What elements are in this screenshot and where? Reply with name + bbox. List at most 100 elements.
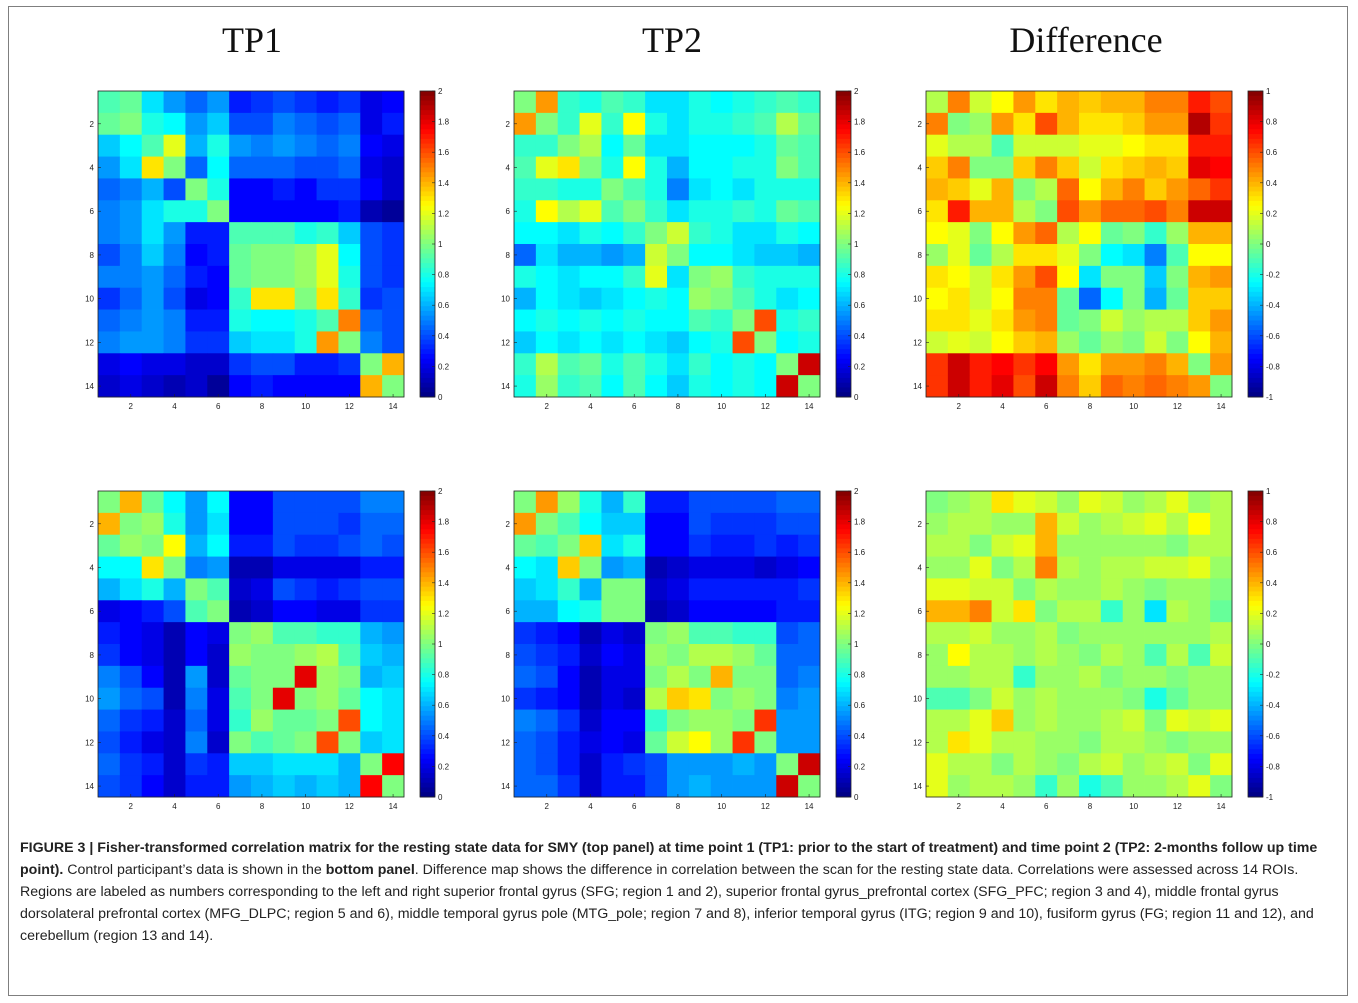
heatmap-cell	[251, 512, 274, 536]
heatmap-cell	[667, 112, 690, 136]
colorbar-segment	[836, 510, 851, 516]
colorbar-tick-label: 0.2	[438, 362, 450, 371]
heatmap-cell	[98, 309, 121, 332]
y-tick-label: 8	[918, 251, 923, 260]
colorbar-tick-label: 0.6	[854, 701, 866, 710]
heatmap-cell	[688, 156, 712, 179]
heatmap-cell	[732, 731, 755, 754]
colorbar-segment	[836, 315, 851, 321]
y-tick-label: 14	[85, 782, 94, 791]
colorbar-segment	[420, 349, 435, 355]
colorbar-segment	[1248, 792, 1263, 798]
heatmap-cell	[1035, 775, 1058, 798]
colorbar-segment	[1248, 600, 1263, 607]
heatmap-cell	[207, 375, 230, 398]
heatmap-cell	[514, 665, 537, 689]
colorbar-segment	[420, 306, 435, 312]
heatmap-cell	[579, 178, 602, 201]
colorbar-segment	[420, 334, 435, 341]
heatmap-cell	[185, 91, 208, 114]
colorbar-segment	[1248, 306, 1263, 312]
colorbar-segment	[420, 363, 435, 369]
heatmap-cell	[251, 731, 274, 754]
heatmap-cell	[535, 753, 559, 776]
heatmap-cell	[732, 265, 755, 289]
heatmap-cell	[251, 287, 274, 310]
heatmap-cell	[991, 91, 1014, 114]
heatmap-cell	[969, 709, 992, 732]
colorbar-segment	[1248, 548, 1263, 554]
heatmap-cell	[1144, 375, 1167, 398]
heatmap-cell	[667, 156, 690, 179]
heatmap-cell	[1079, 222, 1102, 245]
heatmap-cell	[688, 353, 712, 376]
colorbar-segment	[1248, 267, 1263, 274]
heatmap-cell	[645, 556, 668, 579]
heatmap-cell	[1057, 112, 1080, 136]
heatmap-cell	[991, 556, 1014, 579]
heatmap-cell	[926, 134, 949, 157]
heatmap-cell	[360, 534, 383, 557]
colorbar-tick-label: 1.8	[854, 118, 866, 127]
heatmap-cell	[1144, 491, 1167, 514]
heatmap-cell	[601, 775, 624, 798]
heatmap-cell	[1079, 775, 1102, 798]
heatmap-cell	[1013, 375, 1036, 398]
heatmap-cell	[557, 287, 580, 310]
heatmap-cell	[1210, 687, 1233, 710]
heatmap-cell	[947, 731, 971, 754]
heatmap-cell	[119, 709, 143, 732]
heatmap-cell	[338, 665, 361, 689]
y-tick-label: 8	[90, 651, 95, 660]
heatmap-cell	[98, 265, 121, 289]
heatmap-cell	[251, 91, 274, 114]
heatmap-cell	[1188, 353, 1211, 376]
heatmap-cell	[1079, 709, 1102, 732]
heatmap-cell	[294, 244, 317, 267]
heatmap-cell	[1100, 556, 1124, 579]
heatmap-cell	[535, 534, 559, 557]
heatmap-cell	[710, 687, 733, 710]
heatmap-cell	[185, 512, 208, 536]
heatmap-cell	[1035, 222, 1058, 245]
heatmap-cell	[185, 709, 208, 732]
x-tick-label: 6	[1044, 802, 1049, 811]
heatmap-cell	[514, 534, 537, 557]
colorbar-segment	[836, 330, 851, 336]
heatmap-cell	[991, 644, 1014, 667]
heatmap-cell	[557, 178, 580, 201]
colorbar-tick-label: 0	[438, 793, 443, 802]
heatmap-cell	[382, 331, 405, 354]
colorbar-segment	[1248, 100, 1263, 106]
heatmap-cell	[754, 644, 777, 667]
heatmap-cell	[535, 775, 559, 798]
heatmap-cell	[579, 556, 602, 579]
heatmap-cell	[1144, 353, 1167, 376]
heatmap-top-tp2: 2 4 6 8 10 12 14246810121400.20.40.60.811.21.4…	[501, 87, 866, 411]
heatmap-cell	[229, 665, 252, 689]
colorbar-tick-label: 0	[1266, 240, 1271, 249]
heatmap-cell	[229, 353, 252, 376]
heatmap-cell	[119, 600, 143, 623]
heatmap-cell	[185, 622, 208, 645]
heatmap-cell	[294, 709, 317, 732]
heatmap-cell	[1035, 709, 1058, 732]
heatmap-cell	[667, 775, 690, 798]
colorbar-segment	[836, 782, 851, 788]
colorbar-segment	[420, 768, 435, 774]
colorbar-segment	[420, 344, 435, 350]
heatmap-cell	[991, 491, 1014, 514]
heatmap-cell	[947, 775, 971, 798]
colorbar-segment	[1248, 706, 1263, 712]
heatmap-cell	[272, 491, 296, 514]
colorbar-segment	[836, 277, 851, 283]
colorbar-segment	[1248, 157, 1263, 164]
heatmap-cell	[667, 578, 690, 601]
colorbar-segment	[836, 349, 851, 355]
heatmap-cell	[535, 134, 559, 157]
heatmap-cell	[119, 622, 143, 645]
colorbar-segment	[420, 687, 435, 693]
heatmap-cell	[710, 200, 733, 223]
heatmap-cell	[1100, 665, 1124, 689]
heatmap-cell	[798, 753, 821, 776]
